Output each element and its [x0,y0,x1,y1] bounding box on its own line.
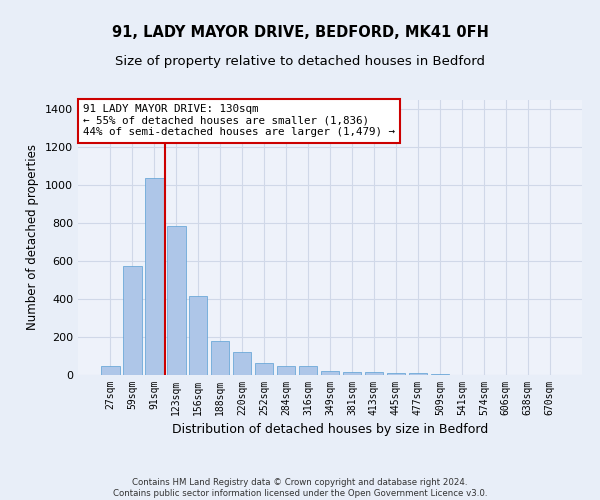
Bar [189,296,208,375]
Bar [386,374,405,375]
Bar [431,374,449,375]
Text: 91 LADY MAYOR DRIVE: 130sqm
← 55% of detached houses are smaller (1,836)
44% of : 91 LADY MAYOR DRIVE: 130sqm ← 55% of det… [83,104,395,138]
Bar [277,366,295,375]
Text: 91, LADY MAYOR DRIVE, BEDFORD, MK41 0FH: 91, LADY MAYOR DRIVE, BEDFORD, MK41 0FH [112,25,488,40]
Bar [409,374,427,375]
Bar [145,178,164,375]
Bar [255,362,274,375]
Bar [365,372,383,375]
Bar [343,372,361,375]
Y-axis label: Number of detached properties: Number of detached properties [26,144,40,330]
X-axis label: Distribution of detached houses by size in Bedford: Distribution of detached houses by size … [172,424,488,436]
Bar [320,371,340,375]
Bar [233,352,251,375]
Bar [211,341,229,375]
Bar [299,366,317,375]
Bar [167,226,185,375]
Text: Contains HM Land Registry data © Crown copyright and database right 2024.
Contai: Contains HM Land Registry data © Crown c… [113,478,487,498]
Text: Size of property relative to detached houses in Bedford: Size of property relative to detached ho… [115,55,485,68]
Bar [123,266,142,375]
Bar [101,366,119,375]
